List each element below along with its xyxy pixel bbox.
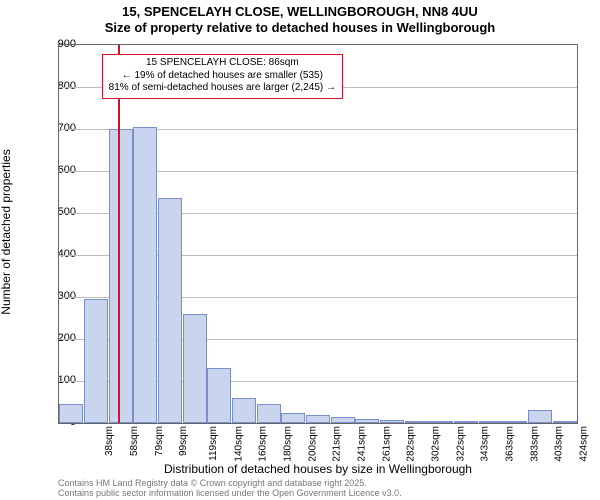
x-tick: 302sqm: [431, 426, 442, 462]
x-tick: 140sqm: [233, 426, 244, 462]
credits-line-1: Contains HM Land Registry data © Crown c…: [58, 478, 402, 488]
title-line1: 15, SPENCELAYH CLOSE, WELLINGBOROUGH, NN…: [0, 4, 600, 20]
bar: [183, 314, 207, 423]
x-tick: 241sqm: [357, 426, 368, 462]
x-tick: 79sqm: [154, 426, 165, 456]
x-tick: 261sqm: [381, 426, 392, 462]
plot-area: 15 SPENCELAYH CLOSE: 86sqm ← 19% of deta…: [58, 44, 578, 424]
bar: [429, 421, 453, 423]
callout-line-2: ← 19% of detached houses are smaller (53…: [109, 70, 336, 83]
bar: [158, 198, 182, 423]
x-tick: 119sqm: [208, 426, 219, 461]
x-tick: 343sqm: [480, 426, 491, 462]
x-tick: 424sqm: [579, 426, 590, 462]
x-tick: 38sqm: [104, 426, 115, 456]
chart-container: 15, SPENCELAYH CLOSE, WELLINGBOROUGH, NN…: [0, 0, 600, 500]
bar: [405, 421, 429, 423]
bar: [109, 129, 133, 423]
bar: [380, 420, 404, 423]
x-tick: 58sqm: [129, 426, 140, 456]
x-tick: 383sqm: [529, 426, 540, 462]
reference-line: [118, 45, 120, 423]
x-tick: 403sqm: [554, 426, 565, 462]
x-axis-label: Distribution of detached houses by size …: [58, 462, 578, 476]
credits: Contains HM Land Registry data © Crown c…: [58, 478, 402, 499]
bar: [479, 421, 503, 423]
title-line2: Size of property relative to detached ho…: [0, 20, 600, 36]
x-tick: 200sqm: [307, 426, 318, 462]
x-tick: 160sqm: [258, 426, 269, 462]
bar: [454, 421, 478, 423]
callout-box: 15 SPENCELAYH CLOSE: 86sqm ← 19% of deta…: [102, 54, 343, 99]
bar: [207, 368, 231, 423]
bar: [257, 404, 281, 423]
callout-line-3: 81% of semi-detached houses are larger (…: [109, 82, 336, 95]
bar: [232, 398, 256, 423]
bar: [528, 410, 552, 423]
bar: [503, 421, 527, 423]
bar: [553, 421, 577, 423]
bar: [281, 413, 305, 424]
callout-line-1: 15 SPENCELAYH CLOSE: 86sqm: [109, 57, 336, 70]
credits-line-2: Contains public sector information licen…: [58, 488, 402, 498]
x-tick: 180sqm: [283, 426, 294, 462]
bar: [59, 404, 83, 423]
x-tick: 99sqm: [178, 426, 189, 456]
y-axis-label: Number of detached properties: [0, 149, 13, 314]
bar: [355, 419, 379, 423]
title-block: 15, SPENCELAYH CLOSE, WELLINGBOROUGH, NN…: [0, 0, 600, 37]
x-tick: 282sqm: [406, 426, 417, 462]
bar: [306, 415, 330, 423]
bar: [331, 417, 355, 423]
bars-group: [59, 45, 577, 423]
bar: [84, 299, 108, 423]
x-tick: 322sqm: [455, 426, 466, 462]
bar: [133, 127, 157, 423]
x-tick: 221sqm: [332, 426, 343, 462]
x-tick: 363sqm: [505, 426, 516, 462]
